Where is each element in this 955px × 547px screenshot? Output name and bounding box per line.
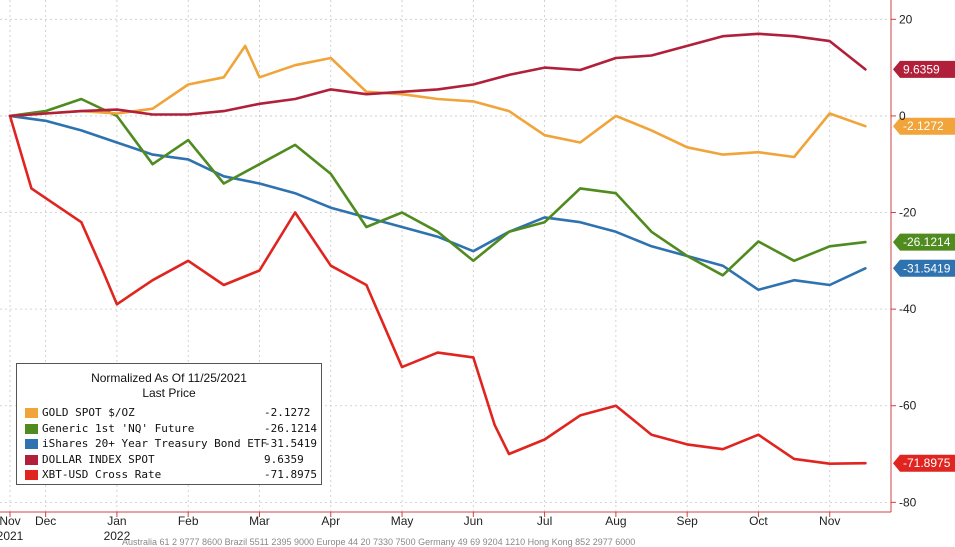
legend-series-name: DOLLAR INDEX SPOT <box>42 452 155 466</box>
y-tick-label: 20 <box>899 12 913 26</box>
x-tick-label: Oct <box>749 514 768 528</box>
legend-row-gold-spot-oz: GOLD SPOT $/OZ -2.1272 <box>17 405 321 421</box>
legend-series-name: XBT-USD Cross Rate <box>42 468 162 481</box>
legend-row-xbt-usd-cross-rate: XBT-USD Cross Rate -71.8975 <box>17 467 321 483</box>
legend-row-ishares-20-year-treasury-bond-etf: iShares 20+ Year Treasury Bond ETF -31.54… <box>17 436 321 452</box>
y-tick-label: 0 <box>899 109 906 123</box>
legend-swatch <box>25 408 38 418</box>
y-tick-label: -80 <box>899 495 917 509</box>
series-line-generic-1st-nq-future <box>8 97 867 277</box>
x-tick-label: Nov <box>819 514 840 528</box>
series-lines <box>8 32 867 466</box>
x-tick-year-label: 2021 <box>0 529 24 543</box>
series-line-gold-spot-oz <box>8 44 867 159</box>
legend-row-generic-1st-nq-future: Generic 1st 'NQ' Future -26.1214 <box>17 421 321 437</box>
legend-swatch <box>25 454 38 465</box>
legend-series-name: GOLD SPOT $/OZ <box>42 406 135 419</box>
x-tick-label: Jun <box>464 514 483 528</box>
series-line-ishares-20-year-treasury-bond-etf <box>8 114 867 292</box>
value-badge-xbt-usd-cross-rate <box>893 454 955 472</box>
legend-series-name: iShares 20+ Year Treasury Bond ETF <box>42 437 268 450</box>
legend-subtitle: Last Price <box>142 386 196 400</box>
x-tick-label: Dec <box>35 514 56 528</box>
x-tick-label: Sep <box>676 514 698 528</box>
chart-legend: Normalized As Of 11/25/2021 Last Price G… <box>16 363 322 485</box>
y-tick-labels: 20 0 -20 -40 -60 -80 <box>891 12 917 509</box>
x-tick-label: Mar <box>249 514 270 528</box>
series-line-xbt-usd-cross-rate <box>8 114 867 466</box>
x-tick-label: Nov <box>0 514 21 528</box>
value-badge-label: -26.1214 <box>903 235 951 249</box>
x-tick-label: Apr <box>321 514 340 528</box>
last-value-badges: 9.6359 -2.1272 -26.1214 -31.5419 -71.8975 <box>893 60 955 472</box>
source-footnote: Australia 61 2 9777 8600 Brazil 5511 239… <box>122 537 636 547</box>
x-tick-label: May <box>391 514 414 528</box>
legend-swatch <box>25 439 38 449</box>
series-line-dollar-index-spot <box>8 32 867 118</box>
legend-series-value: -71.8975 <box>264 468 317 481</box>
x-tick-label: Aug <box>605 514 626 528</box>
legend-row-dollar-index-spot: DOLLAR INDEX SPOT 9.6359 <box>17 452 321 468</box>
legend-title: Normalized As Of 11/25/2021 <box>91 371 247 385</box>
x-tick-label: Feb <box>178 514 199 528</box>
value-badge-ishares-20-year-treasury-bond-etf <box>893 259 955 277</box>
legend-series-value: 9.6359 <box>264 452 304 466</box>
value-badge-label: 9.6359 <box>903 62 940 76</box>
legend-rows: GOLD SPOT $/OZ -2.1272 Generic 1st 'NQ' Fu… <box>17 405 321 483</box>
value-badge-label: -31.5419 <box>903 261 951 275</box>
value-badge-dollar-index-spot <box>893 60 955 78</box>
x-tick-label: Jan <box>107 514 126 528</box>
y-tick-label: -60 <box>899 399 917 413</box>
legend-series-value: -2.1272 <box>264 406 311 419</box>
legend-series-value: -26.1214 <box>264 421 317 435</box>
value-badge-label: -71.8975 <box>903 456 951 470</box>
value-badge-label: -2.1272 <box>903 119 944 133</box>
legend-swatch <box>25 423 38 434</box>
x-tick-year-label: 2022 <box>104 529 131 543</box>
x-tick-labels: Nov2021DecJan2022FebMarAprMayJunJulAugSe… <box>0 512 840 543</box>
value-badge-gold-spot-oz <box>893 117 955 135</box>
y-tick-label: -20 <box>899 206 917 220</box>
x-tick-label: Jul <box>537 514 552 528</box>
legend-series-value: -31.5419 <box>264 437 317 450</box>
legend-series-name: Generic 1st 'NQ' Future <box>42 421 195 435</box>
legend-swatch <box>25 470 38 480</box>
axes <box>0 0 892 513</box>
value-badge-generic-1st-nq-future <box>893 233 955 251</box>
y-tick-label: -40 <box>899 302 917 316</box>
